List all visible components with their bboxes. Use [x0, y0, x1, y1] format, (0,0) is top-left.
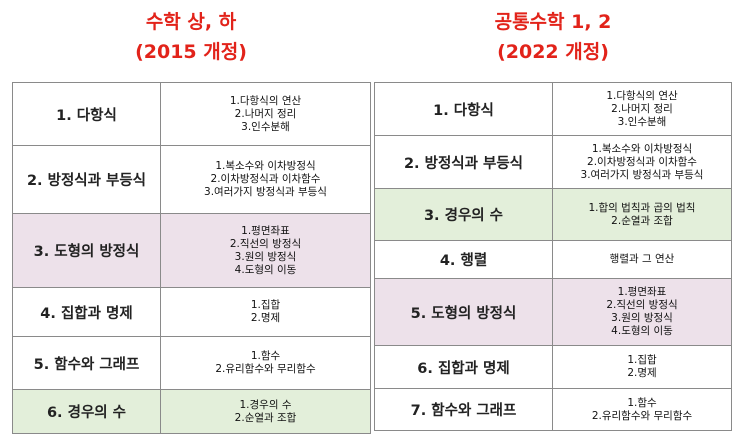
table-row: 3. 경우의 수 1.합의 법칙과 곱의 법칙 2.순열과 조합 [374, 188, 732, 241]
table-row: 5. 함수와 그래프 1.함수 2.유리함수와 무리함수 [12, 336, 371, 390]
right-title-line2: (2022 개정) [497, 41, 609, 63]
subtopics-cell: 1.합의 법칙과 곱의 법칙 2.순열과 조합 [552, 188, 732, 241]
table-row: 6. 집합과 명제 1.집합 2.명제 [374, 345, 732, 389]
subtopics-cell: 1.복소수와 이차방정식 2.이차방정식과 이차함수 3.여러가지 방정식과 부등식 [552, 135, 732, 189]
table-row: 1. 다항식 1.다항식의 연산 2.나머지 정리 3.인수분해 [374, 82, 732, 136]
topic-cell: 2. 방정식과 부등식 [374, 135, 553, 189]
table-row: 4. 집합과 명제 1.집합 2.명제 [12, 287, 371, 337]
subtopics-cell: 1.평면좌표 2.직선의 방정식 3.원의 방정식 4.도형의 이동 [160, 213, 371, 288]
subtopics-cell: 1.복소수와 이차방정식 2.이차방정식과 이차함수 3.여러가지 방정식과 부등식 [160, 145, 371, 214]
topic-cell: 4. 집합과 명제 [12, 287, 161, 337]
subtopic-item: 1.집합 [627, 354, 657, 366]
subtopic-item: 2.순열과 조합 [611, 214, 673, 227]
subtopic-item: 1.함수 [250, 350, 281, 362]
subtopics-cell: 1.경우의 수 2.순열과 조합 [160, 389, 371, 434]
subtopic-item: 2.직선의 방정식 [606, 299, 678, 311]
table-row: 3. 도형의 방정식 1.평면좌표 2.직선의 방정식 3.원의 방정식 4.도형의 이… [12, 213, 371, 288]
topic-cell: 5. 함수와 그래프 [12, 336, 161, 390]
table-row: 5. 도형의 방정식 1.평면좌표 2.직선의 방정식 3.원의 방정식 4.도형의 이… [374, 278, 732, 346]
topic-cell: 1. 다항식 [374, 82, 553, 136]
subtopics-cell: 1.다항식의 연산 2.나머지 정리 3.인수분해 [552, 82, 732, 136]
right-title-line1: 공통수학 1, 2 [494, 11, 612, 33]
topic-cell: 3. 도형의 방정식 [12, 213, 161, 288]
subtopic-item: 4.도형의 이동 [234, 263, 297, 276]
right-curriculum-table: 1. 다항식 1.다항식의 연산 2.나머지 정리 3.인수분해 2. 방정식과 부등식… [374, 82, 732, 431]
topic-cell: 5. 도형의 방정식 [374, 278, 553, 346]
topic-cell: 6. 경우의 수 [12, 389, 161, 434]
subtopic-item: 3.인수분해 [617, 115, 667, 128]
subtopics-cell: 1.집합 2.명제 [552, 345, 732, 389]
table-row: 6. 경우의 수 1.경우의 수 2.순열과 조합 [12, 389, 371, 434]
topic-cell: 7. 함수와 그래프 [374, 388, 553, 431]
subtopic-item: 3.원의 방정식 [611, 312, 673, 324]
topic-cell: 3. 경우의 수 [374, 188, 553, 241]
subtopic-item: 2.유리함수와 무리함수 [215, 363, 316, 375]
subtopic-item: 1.집합 [250, 299, 281, 311]
subtopic-item: 2.명제 [250, 312, 281, 324]
subtopic-item: 2.이차방정식과 이차함수 [210, 173, 321, 185]
subtopics-cell: 1.함수 2.유리함수와 무리함수 [160, 336, 371, 390]
left-title-line2: (2015 개정) [135, 41, 247, 63]
subtopic-item: 1.복소수와 이차방정식 [591, 142, 693, 155]
subtopic-item: 1.합의 법칙과 곱의 법칙 [588, 201, 696, 214]
subtopics-cell: 1.함수 2.유리함수와 무리함수 [552, 388, 732, 431]
subtopic-item: 1.복소수와 이차방정식 [215, 160, 316, 172]
topic-cell: 2. 방정식과 부등식 [12, 145, 161, 214]
subtopics-cell: 1.집합 2.명제 [160, 287, 371, 337]
subtopic-item: 1.다항식의 연산 [229, 94, 302, 107]
subtopic-item: 2.유리함수와 무리함수 [591, 409, 693, 422]
subtopics-cell: 행렬과 그 연산 [552, 240, 732, 279]
subtopics-cell: 1.평면좌표 2.직선의 방정식 3.원의 방정식 4.도형의 이동 [552, 278, 732, 346]
subtopic-item: 2.이차방정식과 이차함수 [587, 155, 697, 168]
right-title: 공통수학 1, 2 (2022 개정) [374, 7, 732, 67]
subtopic-item: 3.여러가지 방정식과 부등식 [204, 186, 327, 198]
subtopic-item: 3.인수분해 [241, 120, 290, 133]
subtopic-item: 1.경우의 수 [239, 398, 292, 411]
table-row: 1. 다항식 1.다항식의 연산 2.나머지 정리 3.인수분해 [12, 82, 371, 146]
subtopic-item: 2.나머지 정리 [234, 107, 297, 120]
subtopic-item: 2.순열과 조합 [234, 411, 297, 424]
topic-cell: 6. 집합과 명제 [374, 345, 553, 389]
topic-cell: 4. 행렬 [374, 240, 553, 279]
subtopic-item: 행렬과 그 연산 [609, 253, 675, 265]
left-title-line1: 수학 상, 하 [145, 11, 237, 33]
subtopic-item: 1.다항식의 연산 [606, 89, 678, 102]
subtopic-item: 1.함수 [627, 396, 657, 409]
left-title: 수학 상, 하 (2015 개정) [12, 7, 370, 67]
subtopics-cell: 1.다항식의 연산 2.나머지 정리 3.인수분해 [160, 82, 371, 146]
subtopic-item: 3.여러가지 방정식과 부등식 [580, 168, 704, 181]
table-row: 2. 방정식과 부등식 1.복소수와 이차방정식 2.이차방정식과 이차함수 3.여러… [374, 135, 732, 189]
subtopic-item: 1.평면좌표 [241, 224, 290, 237]
table-row: 2. 방정식과 부등식 1.복소수와 이차방정식 2.이차방정식과 이차함수 3.여러… [12, 145, 371, 214]
table-row: 4. 행렬 행렬과 그 연산 [374, 240, 732, 279]
left-curriculum-table: 1. 다항식 1.다항식의 연산 2.나머지 정리 3.인수분해 2. 방정식과 부등식… [12, 82, 371, 434]
subtopic-item: 3.원의 방정식 [234, 250, 297, 263]
subtopic-item: 1.평면좌표 [617, 286, 667, 298]
table-row: 7. 함수와 그래프 1.함수 2.유리함수와 무리함수 [374, 388, 732, 431]
subtopic-item: 2.직선의 방정식 [229, 237, 302, 250]
subtopic-item: 2.나머지 정리 [611, 102, 673, 115]
topic-cell: 1. 다항식 [12, 82, 161, 146]
subtopic-item: 2.명제 [627, 367, 657, 379]
subtopic-item: 4.도형의 이동 [611, 325, 673, 337]
